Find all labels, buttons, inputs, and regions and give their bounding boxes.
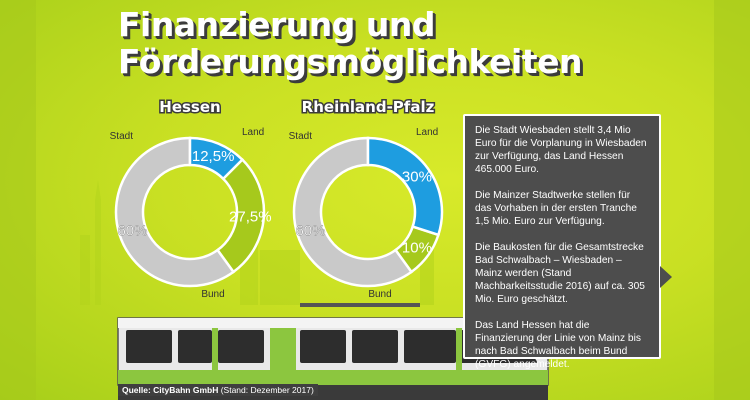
title-line-1: Finanzierung und [118, 5, 435, 44]
chart-rlp-label-bund: Bund [368, 289, 391, 300]
chart-rheinland-pfalz: Rheinland-Pfalz Stadt Land Bund 30% 10% 60… [289, 97, 444, 300]
source-label: Quelle: CityBahn GmbH [122, 385, 219, 395]
tram-pantograph [300, 303, 420, 307]
left-background-band [0, 0, 36, 400]
chart-0-slice-bund [114, 136, 236, 288]
chart-0-slice-stadt [188, 136, 245, 181]
info-paragraph-1: Die Stadt Wiesbaden stellt 3,4 Mio Euro … [475, 125, 647, 175]
chart-hessen: Hessen Stadt Land Bund 12,5% 27,5% 60% [110, 97, 272, 301]
chart-1-value-label-stadt: 30% [402, 168, 432, 185]
chart-rlp-title: Rheinland-Pfalz [302, 98, 435, 116]
chart-1-value-label-land: 10% [402, 240, 432, 257]
info-paragraph-3: Die Baukosten für die Gesamtstrecke Bad … [475, 242, 645, 305]
info-paragraph-4: Das Land Hessen hat die Finanzierung der… [475, 320, 641, 370]
chart-hessen-label-bund: Bund [201, 289, 224, 300]
right-background-band [714, 0, 750, 400]
chart-1-value-label-bund: 60% [295, 223, 325, 240]
chart-0-value-label-land: 27,5% [229, 209, 272, 226]
source-note: Quelle: CityBahn GmbH (Stand: Dezember 2… [118, 384, 318, 396]
chart-1-slice-land [393, 224, 440, 274]
chart-0-value-label-stadt: 12,5% [192, 148, 235, 165]
chart-rlp-label-land: Land [416, 127, 438, 138]
chart-1-slice-stadt [366, 136, 444, 237]
chart-1-slice-bund [292, 136, 414, 288]
chart-hessen-title: Hessen [159, 98, 220, 116]
tram-green-skirt [118, 370, 548, 385]
title-line-2: Förderungsmöglichkeiten [118, 42, 582, 81]
info-box: Die Stadt Wiesbaden stellt 3,4 Mio Euro … [463, 114, 672, 370]
chart-0-slice-land [215, 157, 266, 274]
info-paragraph-2: Die Mainzer Stadtwerke stellen für das V… [475, 190, 637, 227]
source-date: (Stand: Dezember 2017) [220, 385, 314, 395]
tram-roof-stripe [118, 318, 470, 328]
chart-rlp-label-stadt: Stadt [289, 131, 313, 142]
page-title: Finanzierung und Förderungsmöglichkeiten [118, 6, 582, 80]
chart-0-value-label-bund: 60% [117, 223, 147, 240]
chart-hessen-label-land: Land [242, 127, 264, 138]
chart-hessen-label-stadt: Stadt [110, 131, 134, 142]
